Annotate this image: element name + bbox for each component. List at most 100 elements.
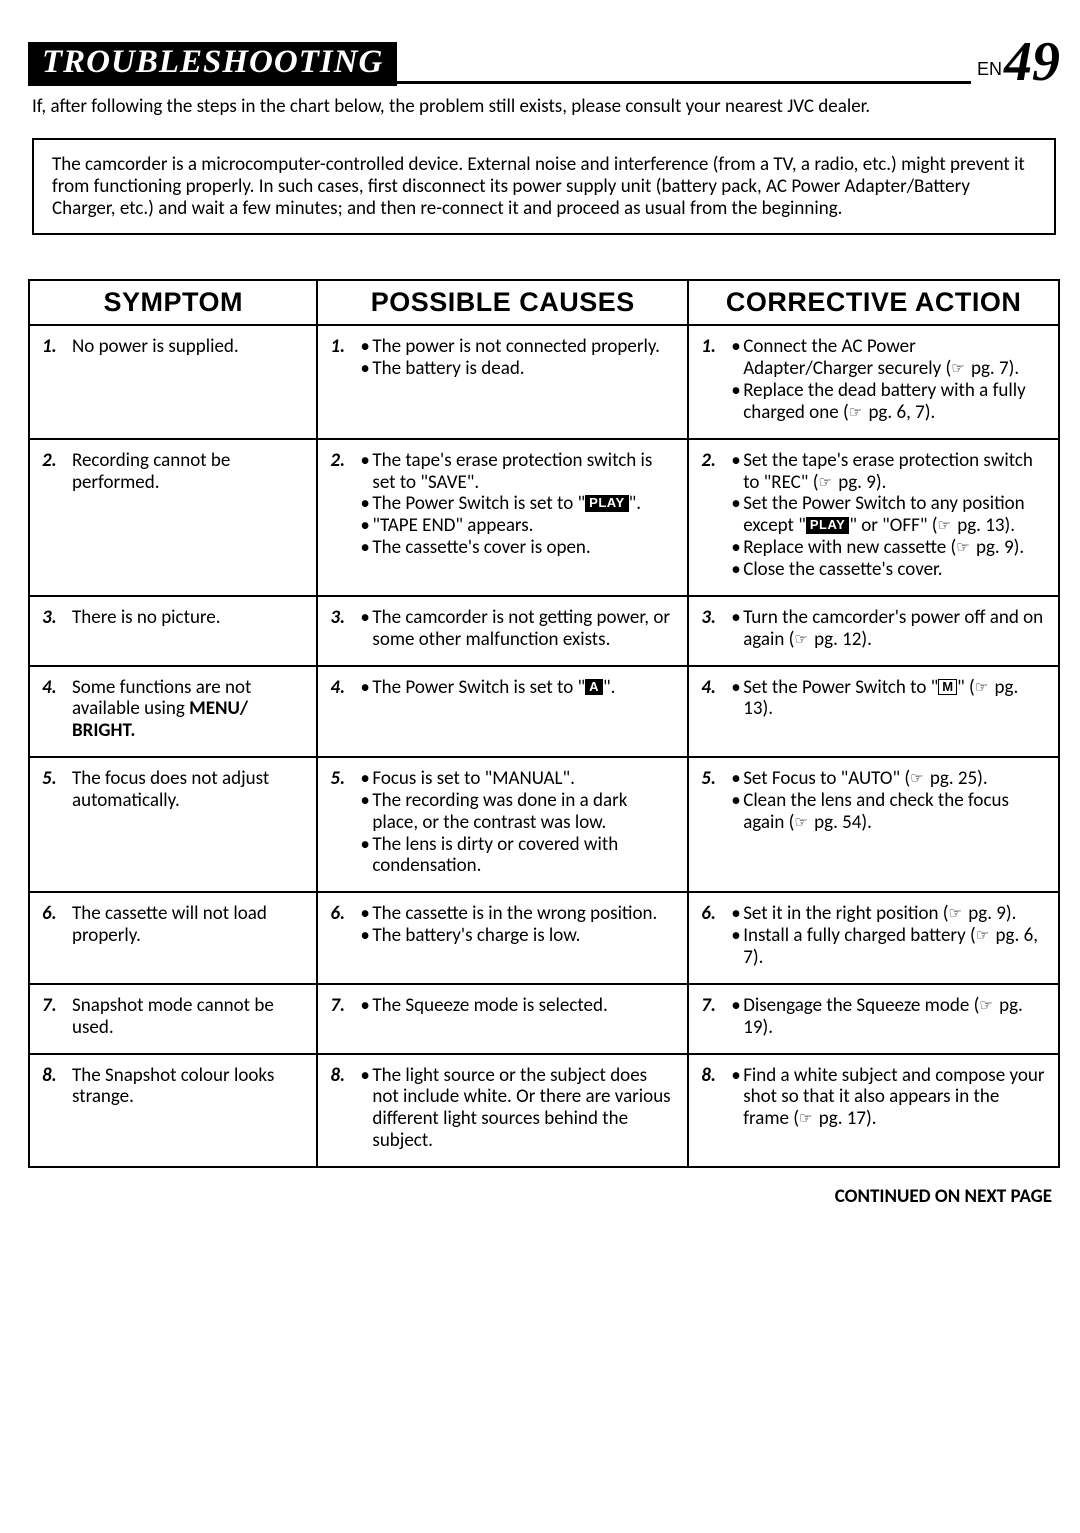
row-number: 2. [701, 450, 723, 581]
cause-item: •The lens is dirty or covered with conde… [360, 834, 675, 878]
row-number: 4. [701, 677, 723, 721]
mode-a-icon: A [585, 679, 603, 696]
row-number: 3. [42, 607, 64, 629]
cause-item: •The Power Switch is set to "A". [360, 677, 675, 699]
page-ref-icon: ☞ [910, 771, 923, 788]
page-ref-icon: ☞ [794, 815, 807, 832]
page-number: 49 [1004, 34, 1060, 90]
table-row: 5.The focus does not adjust automaticall… [29, 757, 1059, 892]
symptom-text: The focus does not adjust automatically. [72, 768, 304, 812]
row-number: 6. [701, 903, 723, 969]
col-header-causes: POSSIBLE CAUSES [317, 280, 688, 325]
table-row: 4.Some functions are not available using… [29, 666, 1059, 758]
troubleshooting-table: SYMPTOM POSSIBLE CAUSES CORRECTIVE ACTIO… [28, 279, 1060, 1168]
cause-item: •The Power Switch is set to "PLAY". [360, 493, 675, 515]
action-item: •Replace with new cassette (☞ pg. 9). [731, 537, 1046, 559]
symptom-text: The cassette will not load properly. [72, 903, 304, 947]
table-row: 6.The cassette will not load properly.6.… [29, 892, 1059, 984]
action-item: •Set the Power Switch to any position ex… [731, 493, 1046, 537]
page-title: TROUBLESHOOTING [28, 42, 397, 86]
row-number: 2. [330, 450, 352, 559]
cause-item: •The camcorder is not getting power, or … [360, 607, 675, 651]
row-number: 1. [42, 336, 64, 358]
action-item: •Set Focus to "AUTO" (☞ pg. 25). [731, 768, 1046, 790]
cause-item: •Focus is set to "MANUAL". [360, 768, 675, 790]
table-row: 7.Snapshot mode cannot be used.7.•The Sq… [29, 984, 1059, 1054]
page-ref-icon: ☞ [818, 475, 831, 492]
row-number: 7. [42, 995, 64, 1039]
action-item: •Clean the lens and check the focus agai… [731, 790, 1046, 834]
row-number: 8. [42, 1065, 64, 1109]
action-item: •Connect the AC Power Adapter/Charger se… [731, 336, 1046, 380]
table-row: 1. No power is supplied. 1. •The power is n… [29, 325, 1059, 438]
note-text: The camcorder is a microcomputer-control… [52, 153, 1025, 220]
cause-item: •"TAPE END" appears. [360, 515, 675, 537]
symptom-text: Recording cannot be performed. [72, 450, 304, 494]
symptom-text: There is no picture. [72, 607, 304, 629]
row-number: 3. [701, 607, 723, 651]
action-item: •Set the tape's erase protection switch … [731, 450, 1046, 494]
action-item: •Disengage the Squeeze mode (☞ pg. 19). [731, 995, 1046, 1039]
action-item: •Replace the dead battery with a fully c… [731, 380, 1046, 424]
table-row: 2.Recording cannot be performed.2.•The t… [29, 439, 1059, 596]
action-item: •Turn the camcorder's power off and on a… [731, 607, 1046, 651]
intro-text: If, after following the steps in the cha… [32, 96, 1056, 118]
action-item: •Install a fully charged battery (☞ pg. … [731, 925, 1046, 969]
cause-item: •The tape's erase protection switch is s… [360, 450, 675, 494]
cause-item: •The power is not connected properly. [360, 336, 675, 358]
page-ref-icon: ☞ [979, 998, 992, 1015]
row-number: 2. [42, 450, 64, 494]
row-number: 6. [42, 903, 64, 947]
action-item: •Find a white subject and compose your s… [731, 1065, 1046, 1131]
page-ref-icon: ☞ [951, 361, 964, 378]
row-number: 4. [330, 677, 352, 699]
row-number: 7. [330, 995, 352, 1017]
table-row: 8.The Snapshot colour looks strange.8.•T… [29, 1054, 1059, 1167]
row-number: 5. [701, 768, 723, 834]
row-number: 7. [701, 995, 723, 1039]
symptom-text: No power is supplied. [72, 336, 304, 358]
action-item: •Set the Power Switch to "M" (☞ pg. 13). [731, 677, 1046, 721]
col-header-action: CORRECTIVE ACTION [688, 280, 1059, 325]
row-number: 5. [42, 768, 64, 812]
row-number: 6. [330, 903, 352, 947]
cause-item: •The light source or the subject does no… [360, 1065, 675, 1152]
page-header: TROUBLESHOOTING EN 49 [28, 30, 1060, 86]
mode-m-icon: M [938, 679, 957, 696]
play-icon: PLAY [806, 517, 849, 534]
action-item: •Set it in the right position (☞ pg. 9). [731, 903, 1046, 925]
continued-footer: CONTINUED ON NEXT PAGE [28, 1186, 1052, 1208]
row-number: 5. [330, 768, 352, 877]
page-ref-icon: ☞ [976, 928, 989, 945]
table-row: 3.There is no picture.3.•The camcorder i… [29, 596, 1059, 666]
cause-item: •The battery's charge is low. [360, 925, 675, 947]
page-ref-icon: ☞ [794, 632, 807, 649]
symptom-text: The Snapshot colour looks strange. [72, 1065, 304, 1109]
language-code: EN [977, 59, 1002, 80]
col-header-symptom: SYMPTOM [29, 280, 317, 325]
cause-item: •The cassette's cover is open. [360, 537, 675, 559]
play-icon: PLAY [585, 495, 628, 512]
cause-item: •The recording was done in a dark place,… [360, 790, 675, 834]
row-number: 1. [701, 336, 723, 423]
table-header-row: SYMPTOM POSSIBLE CAUSES CORRECTIVE ACTIO… [29, 280, 1059, 325]
cause-item: •The cassette is in the wrong position. [360, 903, 675, 925]
symptom-text: Some functions are not available using M… [72, 677, 304, 743]
page-ref-icon: ☞ [956, 540, 969, 557]
page-ref-icon: ☞ [799, 1111, 812, 1128]
page-ref-icon: ☞ [849, 405, 862, 422]
cause-item: •The Squeeze mode is selected. [360, 995, 675, 1017]
row-number: 1. [330, 336, 352, 380]
page-ref-icon: ☞ [938, 518, 951, 535]
row-number: 3. [330, 607, 352, 651]
action-item: •Close the cassette's cover. [731, 559, 1046, 581]
note-box: The camcorder is a microcomputer-control… [32, 138, 1056, 236]
page-ref-icon: ☞ [975, 680, 988, 697]
row-number: 8. [701, 1065, 723, 1131]
page-ref-icon: ☞ [949, 906, 962, 923]
cause-item: •The battery is dead. [360, 358, 675, 380]
header-rule [397, 81, 971, 84]
symptom-text: Snapshot mode cannot be used. [72, 995, 304, 1039]
row-number: 8. [330, 1065, 352, 1152]
row-number: 4. [42, 677, 64, 743]
